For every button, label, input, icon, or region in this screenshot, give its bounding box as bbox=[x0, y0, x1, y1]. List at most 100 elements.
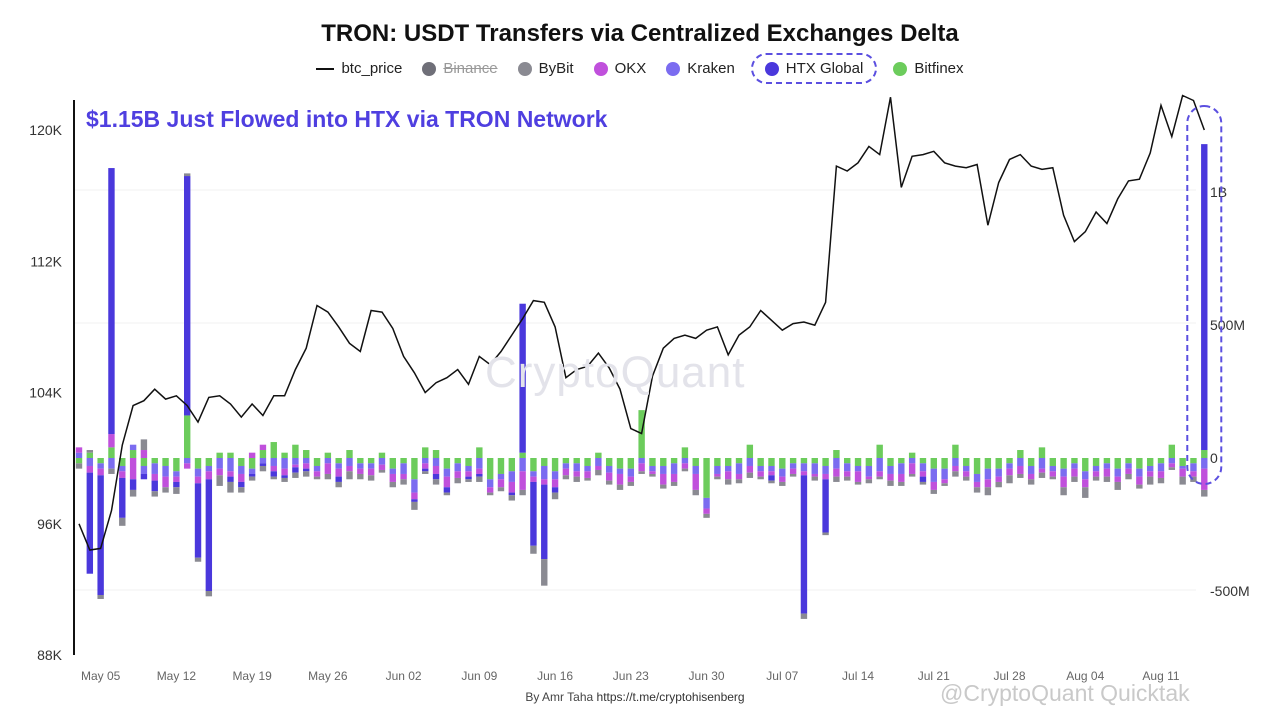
bar-segment-kraken bbox=[800, 463, 808, 472]
bar-segment-kraken bbox=[919, 463, 927, 472]
bar-segment-okx bbox=[227, 471, 234, 477]
bar-segment-okx bbox=[129, 458, 137, 480]
bar-segment-okx bbox=[248, 452, 256, 458]
bar-segment-okx bbox=[789, 468, 797, 474]
bar-segment-htx-global bbox=[151, 480, 158, 492]
bar-segment-okx bbox=[919, 471, 927, 477]
bar-segment-bybit bbox=[1157, 477, 1165, 484]
bar-segment-bybit bbox=[227, 481, 234, 493]
bar-segment-bitfinex bbox=[822, 458, 829, 466]
bar-segment-kraken bbox=[184, 458, 191, 464]
bar-segment-bitfinex bbox=[346, 450, 353, 458]
bar-segment-okx bbox=[681, 463, 689, 469]
bar-segment-bybit bbox=[649, 473, 656, 477]
bar-segment-htx-global bbox=[822, 479, 829, 533]
legend-item-htx-global[interactable]: HTX Global bbox=[750, 53, 878, 84]
bar-segment-kraken bbox=[1082, 471, 1089, 480]
bar-segment-htx-global bbox=[551, 487, 559, 493]
bar-segment-bitfinex bbox=[194, 458, 202, 469]
bar-segment-bybit bbox=[822, 532, 829, 536]
bar-segment-okx bbox=[432, 465, 440, 474]
bar-segment-htx-global bbox=[303, 468, 310, 472]
bar-segment-kraken bbox=[465, 465, 472, 472]
legend-item-btc-price[interactable]: btc_price bbox=[316, 60, 402, 77]
legend-label: HTX Global bbox=[785, 60, 864, 77]
bar-segment-bitfinex bbox=[205, 458, 213, 466]
legend-item-bitfinex[interactable]: Bitfinex bbox=[893, 60, 964, 77]
bar-segment-bybit bbox=[670, 481, 678, 486]
right-axis-tick-label: 500M bbox=[1210, 317, 1245, 333]
bar-segment-bybit bbox=[703, 513, 710, 518]
bar-segment-kraken bbox=[1136, 468, 1143, 477]
bar-segment-bitfinex bbox=[1114, 458, 1121, 469]
bar-segment-okx bbox=[995, 476, 1002, 482]
bar-segment-bitfinex bbox=[259, 450, 267, 458]
bar-segment-kraken bbox=[119, 465, 126, 472]
bar-segment-bybit bbox=[562, 475, 570, 480]
right-axis-tick-label: -500M bbox=[1210, 583, 1250, 599]
bar-segment-bybit bbox=[324, 473, 332, 480]
bar-segment-kraken bbox=[876, 458, 883, 472]
legend-swatch bbox=[666, 61, 681, 76]
bar-segment-okx bbox=[422, 463, 429, 469]
bar-segment-bitfinex bbox=[800, 458, 808, 464]
bar-segment-bybit bbox=[1103, 476, 1111, 482]
x-axis-tick-label: May 05 bbox=[81, 669, 121, 683]
x-axis-tick-label: May 12 bbox=[157, 669, 197, 683]
bar-segment-kraken bbox=[227, 458, 234, 472]
legend-item-okx[interactable]: OKX bbox=[593, 60, 646, 77]
bar-segment-bybit bbox=[248, 476, 256, 481]
bar-segment-kraken bbox=[1103, 463, 1111, 469]
bar-segment-kraken bbox=[281, 458, 288, 469]
bar-segment-bybit bbox=[1125, 473, 1132, 480]
bar-segment-bitfinex bbox=[768, 458, 775, 466]
bar-segment-kraken bbox=[854, 465, 862, 472]
bar-segment-bybit bbox=[497, 487, 505, 492]
bar-segment-bitfinex bbox=[162, 458, 169, 466]
legend-item-binance[interactable]: Binance bbox=[422, 60, 498, 77]
bar-segment-kraken bbox=[725, 465, 732, 472]
bar-segment-kraken bbox=[541, 465, 548, 480]
bar-segment-bybit bbox=[789, 473, 797, 477]
bar-segment-bitfinex bbox=[519, 452, 526, 458]
brand-watermark: @CryptoQuant Quicktak bbox=[940, 680, 1190, 706]
bar-segment-bybit bbox=[303, 471, 310, 477]
bar-segment-bybit bbox=[173, 487, 180, 494]
bar-segment-kraken bbox=[605, 465, 613, 473]
bar-segment-kraken bbox=[616, 468, 624, 474]
bar-segment-okx bbox=[703, 508, 710, 514]
bar-segment-htx-global bbox=[422, 468, 429, 472]
bar-segment-bybit bbox=[313, 476, 321, 480]
bar-segment-kraken bbox=[627, 468, 635, 477]
bar-segment-bybit bbox=[486, 492, 494, 496]
bar-segment-kraken bbox=[562, 463, 570, 469]
bar-segment-bybit bbox=[930, 489, 937, 494]
bar-segment-bybit bbox=[1201, 489, 1208, 497]
headline-annotation: $1.15B Just Flowed into HTX via TRON Net… bbox=[86, 106, 608, 132]
bar-segment-kraken bbox=[1146, 465, 1154, 472]
bar-segment-bitfinex bbox=[465, 458, 472, 466]
credit-link[interactable]: https://t.me/cryptohisenberg bbox=[596, 690, 745, 704]
legend-item-bybit[interactable]: ByBit bbox=[517, 60, 574, 77]
bar-segment-bitfinex bbox=[486, 458, 494, 480]
bar-segment-bybit bbox=[184, 173, 191, 177]
bar-segment-kraken bbox=[1125, 463, 1132, 469]
bar-segment-kraken bbox=[378, 458, 386, 465]
bar-segment-htx-global bbox=[432, 473, 440, 480]
x-axis-tick-label: Jun 02 bbox=[386, 669, 422, 683]
bar-segment-okx bbox=[660, 473, 667, 485]
bar-segment-bitfinex bbox=[952, 444, 959, 458]
bar-segment-bitfinex bbox=[1125, 458, 1132, 464]
bar-segment-kraken bbox=[303, 458, 310, 464]
bar-segment-okx bbox=[714, 473, 721, 477]
x-axis-tick-label: Jun 16 bbox=[537, 669, 573, 683]
bar-segment-bybit bbox=[627, 481, 635, 486]
legend-item-kraken[interactable]: Kraken bbox=[666, 60, 735, 77]
last-bar-highlight bbox=[1186, 105, 1223, 485]
bar-segment-kraken bbox=[692, 465, 699, 474]
bar-segment-bitfinex bbox=[86, 452, 94, 458]
bar-segment-bitfinex bbox=[735, 458, 743, 464]
bar-segment-bitfinex bbox=[854, 458, 862, 466]
bar-segment-kraken bbox=[768, 465, 775, 472]
bar-segment-bybit bbox=[757, 476, 764, 480]
